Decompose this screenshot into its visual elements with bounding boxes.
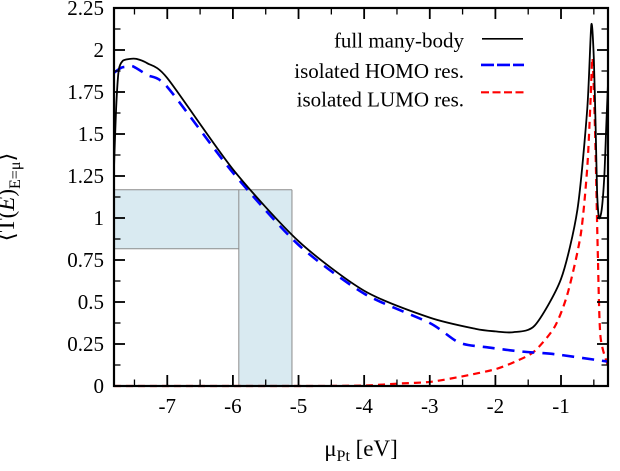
svg-text:1.25: 1.25 [67, 164, 104, 188]
svg-text:0.5: 0.5 [78, 290, 104, 314]
svg-text:-6: -6 [224, 394, 242, 418]
svg-text:1.75: 1.75 [67, 80, 104, 104]
svg-text:-1: -1 [552, 394, 570, 418]
svg-text:isolated LUMO res.: isolated LUMO res. [297, 87, 464, 111]
svg-text:1: 1 [94, 206, 105, 230]
svg-text:-4: -4 [355, 394, 373, 418]
svg-text:-2: -2 [487, 394, 505, 418]
svg-text:1.5: 1.5 [78, 122, 104, 146]
svg-text:2: 2 [94, 38, 105, 62]
svg-text:full many-body: full many-body [334, 29, 465, 53]
svg-text:-5: -5 [290, 394, 308, 418]
svg-text:isolated HOMO res.: isolated HOMO res. [294, 59, 464, 83]
svg-text:0.75: 0.75 [67, 248, 104, 272]
svg-text:2.25: 2.25 [67, 0, 104, 20]
svg-text:μPt [eV]: μPt [eV] [324, 436, 398, 465]
svg-text:0: 0 [94, 374, 105, 398]
svg-text:-7: -7 [159, 394, 177, 418]
svg-text:-3: -3 [421, 394, 439, 418]
svg-text:0.25: 0.25 [67, 332, 104, 356]
svg-text:⟨T(E)E=μ⟩: ⟨T(E)E=μ⟩ [0, 153, 24, 242]
